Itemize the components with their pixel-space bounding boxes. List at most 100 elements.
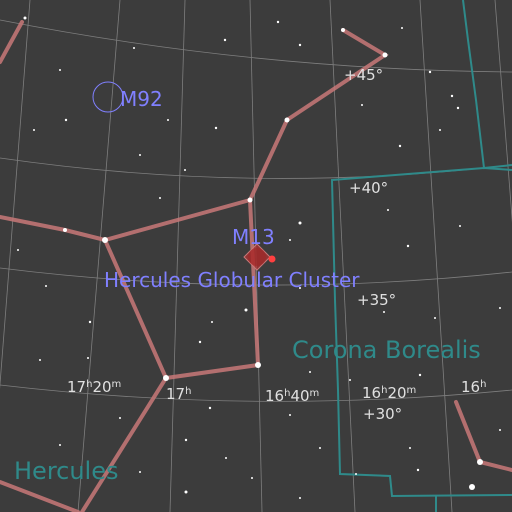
star — [284, 117, 290, 123]
star — [299, 497, 301, 499]
star — [59, 444, 61, 446]
m13-selection-dot — [268, 255, 276, 263]
star — [214, 126, 218, 130]
star — [499, 307, 501, 309]
star — [63, 228, 67, 232]
star — [406, 244, 410, 248]
constellation-name-corona-borealis[interactable]: Corona Borealis — [292, 336, 481, 364]
ra-label-16h20m: 16h20m — [362, 384, 416, 402]
star — [102, 237, 108, 243]
star — [17, 249, 19, 251]
ra-label-16h: 16h — [461, 378, 486, 396]
ra-line-17h — [169, 0, 186, 512]
star — [87, 357, 89, 359]
ra-label-17h20m: 17h20m — [67, 378, 121, 396]
hercules-line-west — [0, 480, 80, 512]
ra-line-15h40m — [494, 0, 512, 223]
star — [401, 27, 403, 29]
star — [167, 119, 169, 121]
star — [418, 373, 422, 377]
star — [409, 447, 411, 449]
constellation-boundary-2 — [330, 166, 512, 498]
right-ascension-labels: 17h20m 17h 16h40m 16h20m 16h — [67, 378, 486, 405]
star — [184, 169, 186, 171]
dec-line-30 — [0, 384, 512, 402]
star — [387, 209, 389, 211]
hercules-line-south — [80, 376, 168, 512]
star — [255, 362, 261, 368]
star — [59, 69, 61, 71]
hercules-line-keystone — [103, 198, 261, 381]
star — [64, 118, 68, 122]
declination-labels: +45° +40° +35° +30° — [344, 66, 402, 423]
star — [298, 43, 302, 47]
m92-label[interactable]: M92 — [120, 87, 163, 111]
star — [298, 221, 302, 225]
star — [225, 457, 227, 459]
star — [361, 104, 363, 106]
star — [428, 70, 432, 74]
star — [434, 317, 436, 319]
star — [198, 340, 202, 344]
star — [477, 459, 483, 465]
dec-label-35: +35° — [357, 291, 396, 309]
star — [383, 311, 385, 313]
star — [184, 490, 188, 494]
constellation-name-hercules[interactable]: Hercules — [14, 457, 119, 485]
star — [208, 406, 212, 410]
ra-line-17h20m — [77, 0, 121, 512]
star — [223, 38, 227, 42]
star — [416, 468, 420, 472]
dec-label-45: +45° — [344, 66, 383, 84]
m13-marker[interactable] — [243, 243, 276, 271]
star — [184, 438, 188, 442]
ra-line-16h20m — [329, 0, 356, 512]
star — [133, 47, 135, 49]
dec-line-45 — [0, 19, 512, 73]
constellation-boundary — [462, 0, 512, 170]
star — [355, 473, 357, 475]
star — [276, 20, 280, 24]
star — [349, 379, 351, 381]
ra-line-17h40m — [0, 0, 31, 390]
star — [439, 129, 441, 131]
hercules-line-arm — [0, 20, 24, 64]
m13-label[interactable]: M13 — [232, 225, 275, 249]
star — [139, 154, 141, 156]
star — [459, 225, 461, 227]
m13-cluster-glow — [248, 248, 266, 266]
ra-line-16h — [419, 0, 453, 512]
star — [139, 471, 141, 473]
star — [33, 129, 35, 131]
star — [247, 197, 253, 203]
star — [39, 359, 41, 361]
star — [289, 239, 291, 241]
star — [398, 144, 402, 148]
star — [456, 106, 460, 110]
star — [382, 52, 388, 58]
star — [119, 417, 121, 419]
star — [88, 320, 92, 324]
star — [289, 414, 291, 416]
ra-label-17h: 17h — [166, 385, 191, 403]
star — [319, 447, 321, 449]
star — [469, 484, 475, 490]
dec-label-30: +30° — [363, 405, 402, 423]
m13-common-name[interactable]: Hercules Globular Cluster — [104, 268, 360, 292]
star — [163, 375, 169, 381]
star — [211, 321, 213, 323]
star — [309, 371, 311, 373]
star — [159, 197, 161, 199]
star — [244, 308, 248, 312]
star — [341, 28, 345, 32]
m92-marker[interactable] — [92, 81, 124, 113]
star — [23, 16, 27, 20]
dec-label-40: +40° — [349, 179, 388, 197]
star — [45, 285, 47, 287]
stars — [17, 16, 501, 499]
star — [450, 94, 454, 98]
ra-label-16h40m: 16h40m — [265, 387, 319, 405]
star — [499, 429, 501, 431]
star — [299, 287, 301, 289]
